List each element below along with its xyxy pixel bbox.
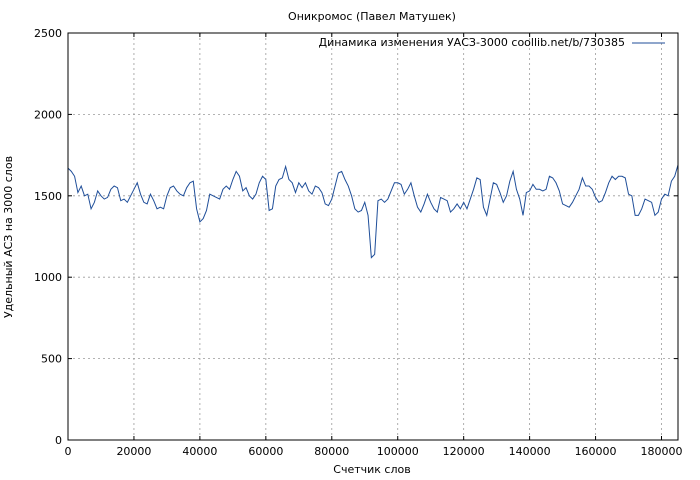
ticks: 0 20000 40000 60000 80000 100000 120000 140000 1… (34, 27, 683, 458)
legend: Динамика изменения УАСЗ-3000 coollib.net… (319, 36, 665, 49)
x-tick-label: 120000 (443, 445, 485, 458)
grid (68, 33, 678, 440)
x-tick-label: 140000 (509, 445, 551, 458)
y-tick-label: 2000 (34, 108, 62, 121)
x-tick-label: 100000 (377, 445, 419, 458)
y-tick-label: 2500 (34, 27, 62, 40)
y-tick-label: 1000 (34, 271, 62, 284)
x-tick-label: 60000 (248, 445, 283, 458)
chart-title: Оникромос (Павел Матушек) (288, 10, 456, 23)
y-axis-label: Удельный АСЗ на 3000 слов (2, 156, 15, 318)
x-axis-label: Счетчик слов (333, 463, 410, 476)
y-tick-label: 1500 (34, 190, 62, 203)
x-tick-label: 160000 (575, 445, 617, 458)
x-tick-label: 20000 (116, 445, 151, 458)
x-tick-label: 40000 (182, 445, 217, 458)
legend-label: Динамика изменения УАСЗ-3000 coollib.net… (319, 36, 626, 49)
x-tick-label: 0 (65, 445, 72, 458)
x-tick-label: 180000 (641, 445, 683, 458)
x-tick-label: 80000 (314, 445, 349, 458)
y-tick-label: 0 (55, 434, 62, 447)
series-layer (67, 164, 679, 259)
series-line (67, 164, 679, 259)
plot-frame (67, 32, 679, 441)
y-tick-label: 500 (41, 353, 62, 366)
